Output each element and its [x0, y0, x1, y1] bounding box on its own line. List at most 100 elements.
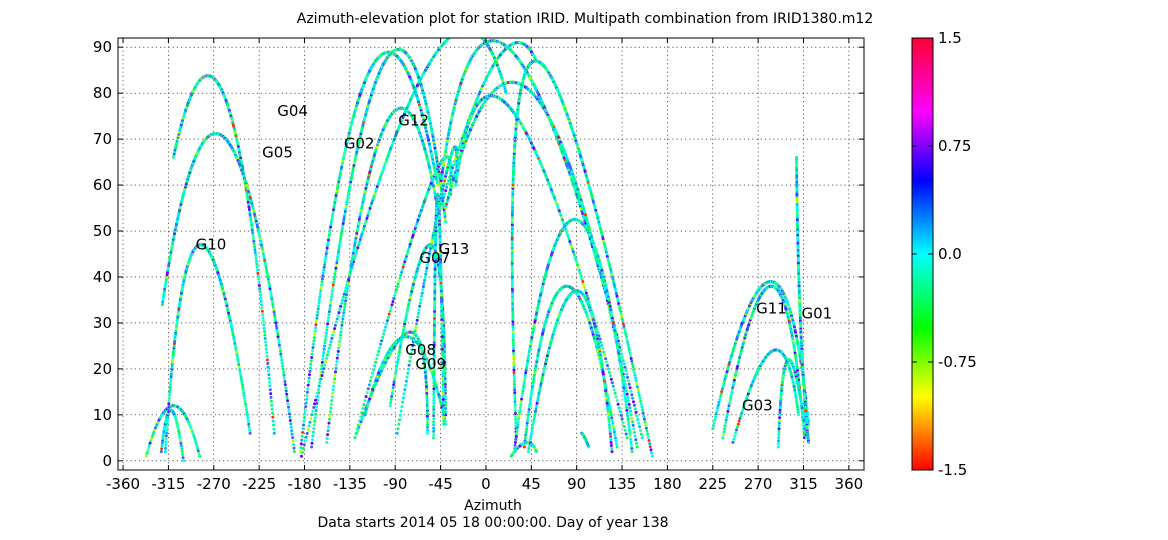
track-point	[242, 394, 246, 398]
track-point	[432, 370, 436, 374]
track-point	[302, 419, 306, 423]
track-point	[432, 359, 436, 363]
track-point	[517, 414, 521, 418]
track-point	[477, 33, 480, 36]
track-point	[146, 449, 150, 453]
track-point	[467, 29, 470, 32]
track-point	[305, 397, 308, 401]
track-point	[476, 32, 479, 35]
track-point	[273, 315, 277, 319]
track-point	[440, 304, 444, 308]
track-point	[608, 264, 612, 267]
track-point	[289, 425, 293, 429]
track-point	[308, 373, 311, 377]
track-point	[284, 389, 288, 393]
track-point	[313, 402, 317, 406]
track-point	[471, 29, 474, 32]
track-point	[164, 282, 167, 286]
track-point	[632, 400, 635, 404]
track-point	[368, 397, 372, 401]
track-point	[300, 434, 304, 438]
track-point	[620, 352, 624, 356]
track-point	[433, 298, 437, 302]
track-point	[302, 416, 306, 420]
track-point	[403, 260, 407, 264]
track-point	[513, 443, 517, 447]
track-point	[366, 402, 370, 406]
track-point	[457, 30, 460, 33]
track-point	[418, 304, 422, 308]
track-point	[441, 374, 445, 378]
track-point	[425, 414, 429, 418]
track-point	[340, 301, 344, 305]
track-point	[259, 296, 263, 300]
track-point	[515, 428, 519, 432]
track-point	[461, 29, 464, 32]
track-point	[312, 339, 316, 343]
track-point	[258, 287, 262, 291]
track-point	[353, 241, 357, 245]
track-point	[270, 300, 274, 304]
track-point	[404, 257, 408, 261]
track-point	[440, 311, 444, 315]
track-point	[260, 303, 264, 307]
track-point	[379, 342, 383, 346]
track-point	[519, 403, 523, 407]
track-point	[511, 295, 514, 298]
track-point	[363, 399, 367, 403]
track-point	[440, 327, 444, 331]
track-point	[474, 31, 477, 34]
track-point	[516, 423, 520, 426]
track-point	[510, 235, 514, 239]
track-point	[313, 419, 317, 423]
track-point	[332, 208, 336, 212]
track-point	[398, 348, 402, 351]
track-point	[511, 341, 515, 345]
track-point	[171, 355, 175, 359]
track-point	[440, 345, 444, 349]
track-point	[321, 271, 325, 275]
track-point	[463, 29, 466, 32]
track-point	[278, 346, 282, 350]
track-point	[167, 402, 171, 406]
track-point	[345, 290, 349, 294]
track-point	[440, 309, 444, 313]
track-point	[268, 287, 272, 291]
track-point	[323, 257, 327, 261]
track-point	[391, 300, 395, 304]
track-point	[375, 185, 379, 188]
track-point	[628, 386, 632, 390]
track-point	[315, 316, 319, 320]
track-point	[432, 323, 436, 327]
track-point	[627, 402, 631, 406]
track-point	[355, 231, 359, 235]
track-point	[620, 314, 624, 318]
track-point	[457, 30, 460, 33]
track-point	[565, 230, 569, 234]
track-point	[274, 324, 278, 328]
track-point	[254, 256, 258, 260]
track-point	[425, 399, 429, 403]
track-point	[513, 406, 517, 409]
track-point	[311, 438, 314, 442]
track-point	[419, 298, 423, 302]
track-point	[520, 394, 524, 398]
track-point	[237, 365, 241, 369]
track-point	[440, 335, 444, 339]
track-point	[308, 369, 312, 373]
track-point	[369, 392, 373, 396]
track-point	[407, 363, 411, 367]
track-point	[259, 299, 263, 303]
track-point	[407, 247, 411, 251]
track-point	[389, 306, 393, 310]
track-point	[560, 216, 564, 220]
track-point	[473, 30, 476, 33]
track-point	[358, 423, 362, 426]
track-point	[634, 410, 638, 414]
track-point	[170, 365, 174, 369]
track-point	[402, 392, 406, 396]
track-point	[400, 270, 403, 274]
track-point	[375, 187, 378, 191]
track-point	[181, 453, 185, 456]
track-point	[510, 262, 514, 265]
